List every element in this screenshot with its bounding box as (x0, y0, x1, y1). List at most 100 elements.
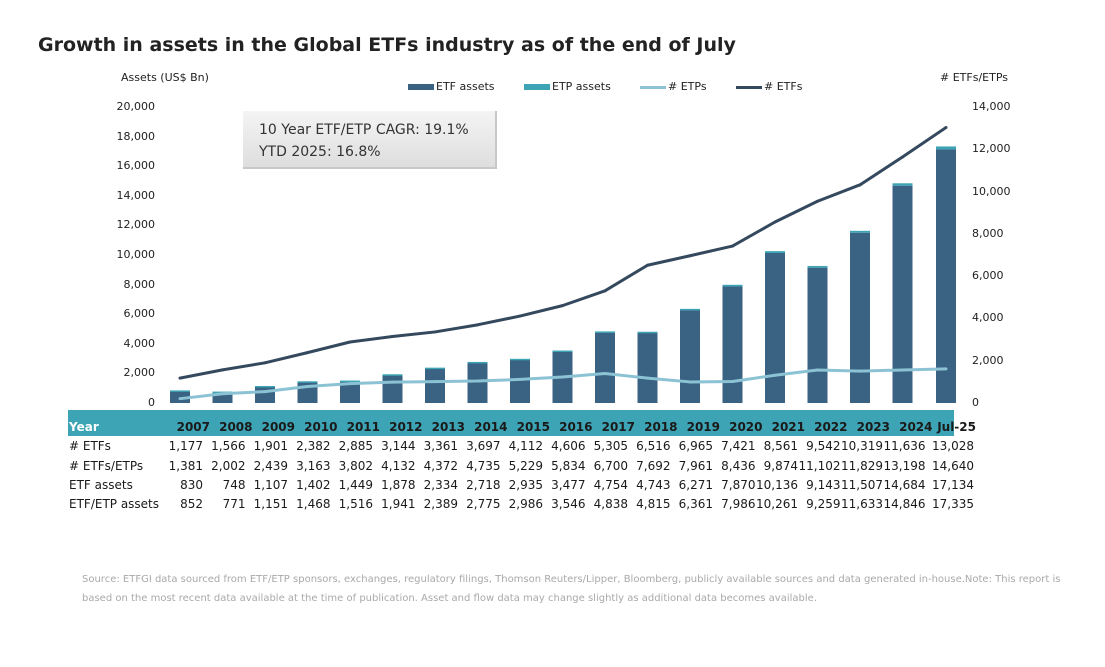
line-etps-point (816, 368, 819, 372)
table-cell: 1,901 (253, 439, 288, 453)
line-etps-point (263, 390, 267, 394)
table-header-year-cell: 2024 (899, 420, 933, 434)
table-cell: 2,334 (423, 478, 458, 492)
table-cell: 1,566 (211, 439, 246, 453)
line-etfs-point (688, 254, 692, 258)
line-etfs-point (944, 126, 948, 130)
y2-tick-label: 0 (972, 396, 979, 409)
bar-etp-assets (807, 265, 828, 268)
table-cell: 6,271 (678, 478, 713, 492)
table-cell: 4,743 (636, 478, 671, 492)
table-cell: 11,829 (841, 459, 883, 473)
legend-item-etp-assets: ETP assets (524, 80, 611, 93)
table-cell: 7,961 (678, 459, 713, 473)
legend-item-etps: # ETPs (640, 80, 707, 93)
table-cell: 4,838 (593, 497, 628, 511)
legend-swatch-etps (640, 85, 666, 89)
table-cell: 13,198 (883, 459, 926, 473)
line-etfs-point (518, 314, 522, 318)
table-row-label: # ETFs/ETPs (69, 459, 144, 473)
table-cell: 9,542 (806, 439, 841, 453)
line-etps-point (944, 367, 948, 371)
table-cell: 4,735 (466, 459, 501, 473)
cagr-annotation: 10 Year ETF/ETP CAGR: 19.1% YTD 2025: 16… (243, 111, 497, 169)
left-axis-title: Assets (US$ Bn) (121, 71, 209, 84)
table-header-year-cell: 2011 (346, 420, 380, 434)
table-cell: 6,700 (593, 459, 628, 473)
bar-etf-assets (212, 391, 233, 403)
bar-etp-assets (850, 230, 870, 233)
table-cell: 4,754 (593, 478, 628, 492)
table-header-year-cell: 2010 (304, 420, 338, 434)
chart-plot (170, 126, 956, 403)
bar-etp-assets (382, 374, 403, 376)
bar-etp-assets (255, 385, 275, 388)
table-cell: 1,468 (296, 497, 331, 511)
y-tick-label: 10,000 (116, 248, 156, 261)
y-tick-label: 14,000 (116, 188, 156, 202)
table-cell: 1,177 (168, 439, 203, 453)
table-cell: 11,507 (841, 478, 883, 492)
table-cell: 7,986 (721, 497, 756, 511)
bar-etp-assets (467, 361, 488, 364)
table-cell: 2,389 (423, 497, 458, 511)
line-etps-point (391, 380, 394, 384)
table-cell: 1,381 (168, 459, 203, 473)
table-cell: 10,136 (756, 478, 798, 492)
bar-etf-assets (680, 310, 700, 403)
bar-etp-assets (425, 367, 445, 370)
table-cell: 771 (222, 497, 246, 511)
line-etfs-point (221, 368, 224, 372)
y2-tick-label: 14,000 (972, 100, 1011, 113)
legend-item-etf-assets: ETF assets (408, 80, 495, 93)
table-header-year-cell: 2017 (601, 420, 635, 434)
table-cell: 1,516 (338, 497, 373, 511)
line-etps-point (646, 376, 649, 380)
line-etps-point (221, 392, 224, 396)
table-header-year-cell: 2014 (474, 420, 508, 434)
y-tick-label: 18,000 (116, 129, 156, 143)
legend-label: # ETFs (764, 80, 803, 93)
table-cell: 852 (180, 497, 203, 511)
bar-etp-assets (340, 380, 360, 383)
table-header-year-cell: 2023 (856, 420, 890, 434)
table-cell: 6,516 (636, 439, 671, 453)
y2-tick-label: 8,000 (972, 226, 1004, 240)
table-cell: 5,834 (551, 459, 586, 473)
bar-etp-assets (170, 390, 190, 392)
y-tick-label: 8,000 (123, 277, 156, 291)
table-cell: 4,815 (636, 497, 671, 511)
bar-etp-assets (510, 358, 530, 361)
bar-etp-assets (936, 146, 956, 150)
legend-label: ETF assets (436, 80, 495, 93)
table-cell: 2,718 (466, 478, 501, 492)
y-tick-label: 2,000 (123, 366, 156, 380)
table-row-label: ETF/ETP assets (69, 497, 160, 511)
table-header-year-cell: Jul-25 (937, 420, 976, 434)
line-etps-point (858, 369, 862, 373)
table-header-year-cell: 2021 (771, 420, 805, 434)
source-note: Source: ETFGI data sourced from ETF/ETP … (82, 574, 1061, 604)
legend-label: # ETPs (668, 80, 707, 93)
bar-etf-assets (765, 252, 785, 403)
line-etps-point (561, 375, 564, 379)
table-header-year-cell: 2020 (729, 420, 763, 434)
line-etps-point (901, 368, 904, 372)
line-etfs-point (306, 351, 309, 355)
bar-etp-assets (297, 381, 318, 383)
table-cell: 4,132 (381, 459, 416, 473)
table-cell: 9,143 (806, 478, 841, 492)
table-cell: 4,606 (551, 439, 586, 453)
table-cell: 8,561 (763, 439, 798, 453)
y-tick-label: 6,000 (123, 307, 156, 321)
table-cell: 1,151 (253, 497, 288, 511)
table-cell: 2,935 (508, 478, 543, 492)
table-cell: 17,134 (932, 478, 974, 492)
y2-tick-label: 10,000 (972, 184, 1011, 198)
bar-etp-assets (892, 183, 913, 186)
bar-etp-assets (680, 308, 700, 311)
table-cell: 9,259 (806, 497, 841, 511)
table-cell: 3,802 (338, 459, 373, 473)
bar-etp-assets (552, 350, 573, 353)
bar-etf-assets (382, 375, 403, 403)
